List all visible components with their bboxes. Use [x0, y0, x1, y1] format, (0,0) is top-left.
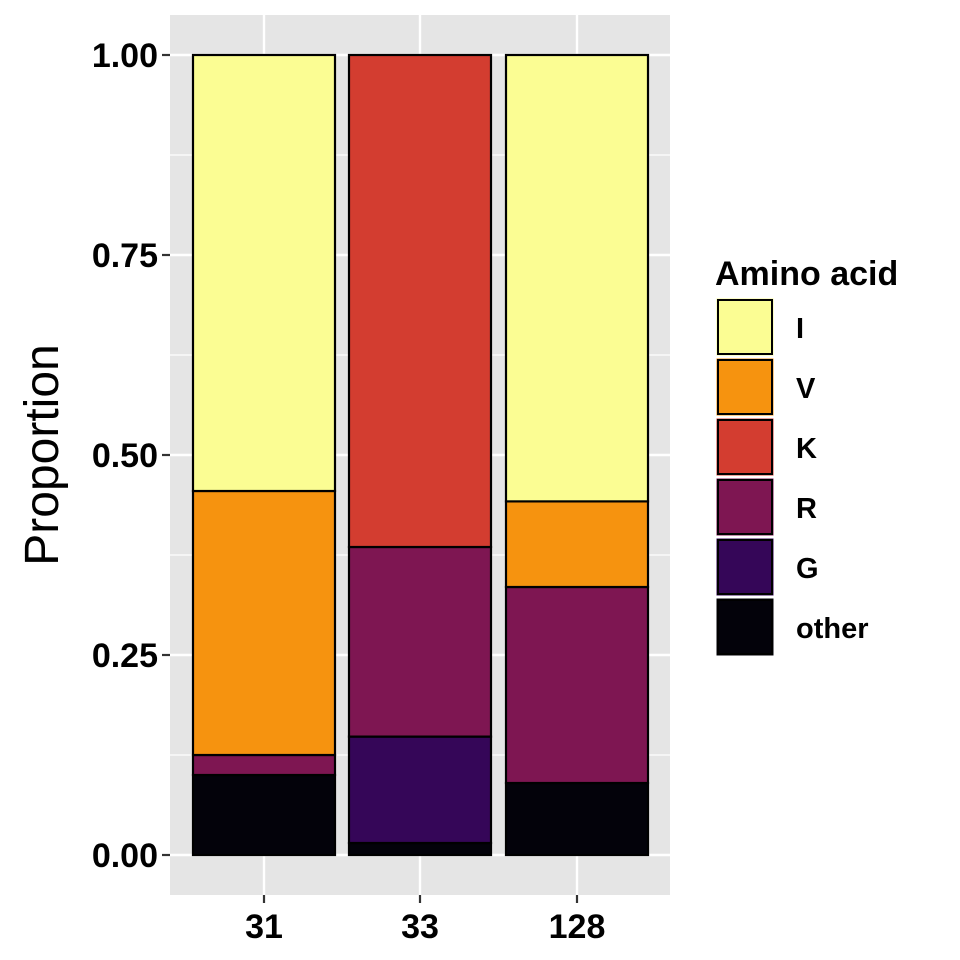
legend-key-I [715, 297, 775, 357]
x-tick-label: 31 [245, 908, 283, 946]
legend-swatch-border [717, 359, 773, 415]
y-axis: 0.00 0.25 0.50 0.75 1.00 [92, 37, 170, 875]
bars-group [191, 53, 650, 857]
legend-title: Amino acid [715, 255, 898, 293]
bar-segment-128-R [504, 585, 650, 785]
y-tick-label: 0.75 [92, 237, 158, 275]
x-tick-label: 33 [401, 908, 439, 946]
y-tick-label: 0.50 [92, 437, 158, 475]
bar-segment-31-I [191, 53, 337, 493]
legend-label-V: V [796, 373, 816, 405]
y-tick-label: 0.00 [92, 837, 158, 875]
bar-segment-31-V [191, 489, 337, 757]
bar-segment-128-other [504, 781, 650, 857]
x-tick-label: 128 [549, 908, 606, 946]
legend-key-R [715, 477, 775, 537]
bar-segment-31-R [191, 753, 337, 777]
y-tick-label: 0.25 [92, 637, 158, 675]
legend-label-K: K [796, 433, 817, 465]
y-axis-title: Proportion [16, 344, 69, 565]
bar-segment-33-K [347, 53, 493, 549]
legend-swatch-border [717, 479, 773, 535]
legend-swatch-border [717, 419, 773, 475]
legend-swatch-border [717, 539, 773, 595]
bar-segment-33-R [347, 545, 493, 738]
legend-key-other [715, 597, 775, 657]
bar-segment-33-other [347, 841, 493, 857]
x-axis: 31 33 128 [245, 895, 605, 946]
legend-swatch-border [717, 299, 773, 355]
bar-segment-128-V [504, 500, 650, 589]
legend-label-R: R [796, 493, 817, 525]
legend-key-K [715, 417, 775, 477]
legend-key-V [715, 357, 775, 417]
legend-label-G: G [796, 553, 819, 585]
y-tick-label: 1.00 [92, 37, 158, 75]
legend-label-other: other [796, 613, 869, 645]
bar-segment-33-G [347, 735, 493, 845]
bar-segment-128-I [504, 53, 650, 503]
legend-label-I: I [796, 313, 804, 345]
legend-swatch-border [717, 599, 773, 655]
bar-segment-31-other [191, 773, 337, 857]
legend-key-G [715, 537, 775, 597]
